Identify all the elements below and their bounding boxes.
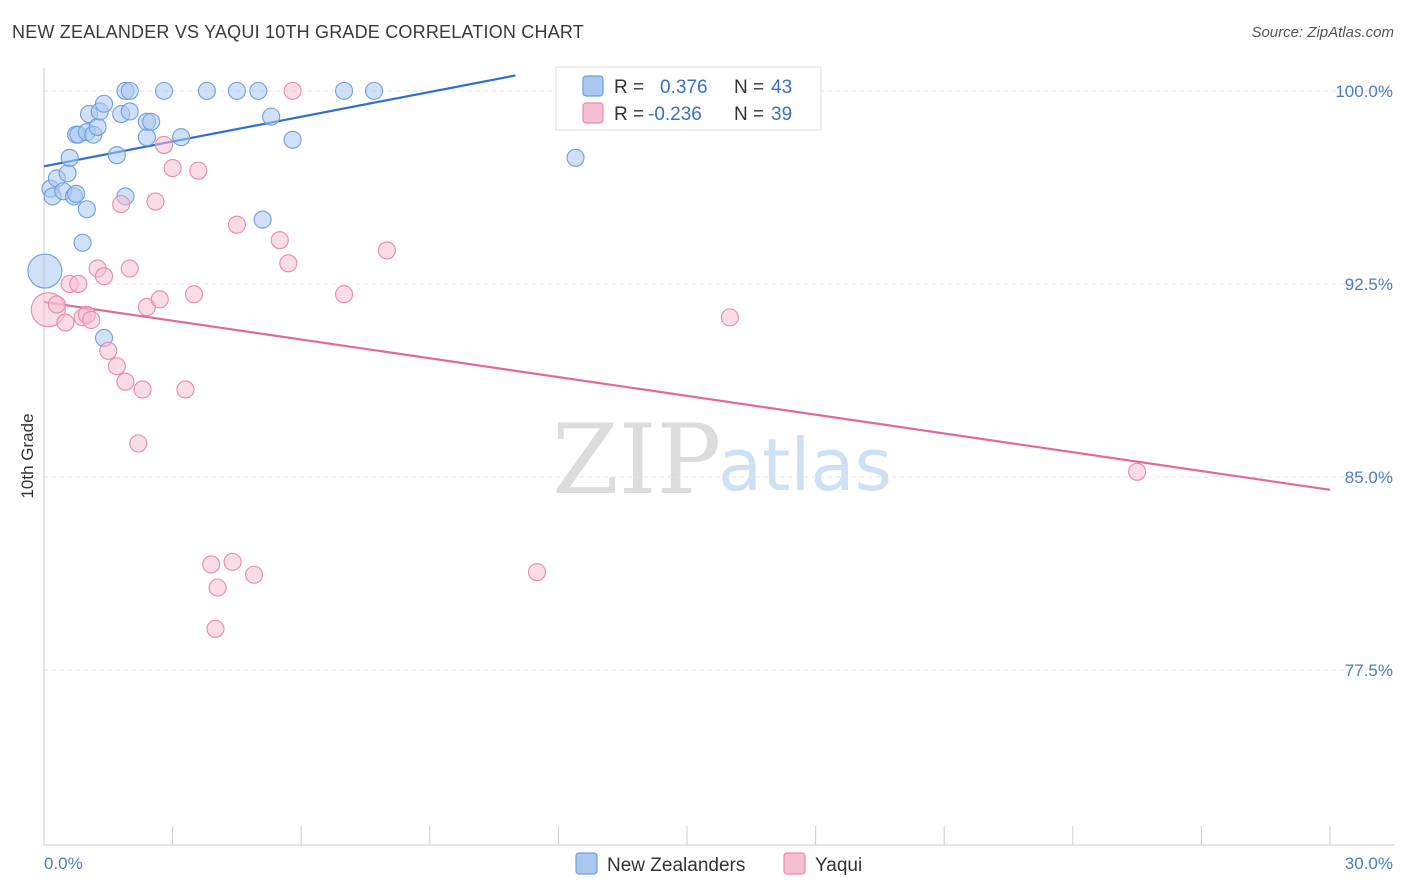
bottom-legend-yaqui[interactable]: Yaqui — [815, 855, 862, 876]
gridlines — [44, 90, 1395, 671]
point-yaqui — [133, 380, 152, 399]
point-yaqui — [120, 259, 139, 278]
point-yaqui — [82, 310, 101, 330]
point-new-zealanders — [120, 102, 139, 121]
point-new-zealanders — [249, 81, 268, 100]
y-tick-label: 85.0% — [1345, 468, 1393, 487]
point-new-zealanders — [262, 107, 281, 126]
point-yaqui — [1128, 462, 1147, 481]
point-yaqui — [176, 380, 195, 399]
bottom-swatch-new-zealanders[interactable] — [575, 852, 598, 875]
point-yaqui — [112, 195, 131, 214]
point-new-zealanders — [365, 81, 384, 100]
legend-n-label-2: N = — [734, 104, 764, 125]
point-new-zealanders — [60, 148, 79, 167]
legend-r-value-2: -0.236 — [648, 104, 702, 125]
point-new-zealanders — [154, 81, 174, 100]
x-tick-labels: 0.0% 30.0% — [44, 854, 1393, 873]
point-yaqui — [129, 434, 148, 453]
legend-r-label-1: R = — [614, 77, 644, 98]
point-yaqui — [56, 313, 75, 332]
legend-swatch-yaqui — [582, 102, 604, 124]
point-new-zealanders — [566, 148, 585, 167]
point-new-zealanders — [77, 200, 96, 219]
point-new-zealanders — [197, 81, 216, 100]
point-yaqui — [47, 295, 66, 314]
point-yaqui — [244, 565, 264, 584]
legend-r-value-1: 0.376 — [660, 77, 708, 98]
legend-r-label-2: R = — [614, 104, 644, 125]
point-new-zealanders — [172, 128, 191, 147]
point-yaqui — [154, 135, 174, 154]
y-tick-label: 77.5% — [1345, 661, 1393, 680]
x-tick-label: 30.0% — [1345, 854, 1393, 873]
y-tick-label: 100.0% — [1335, 82, 1393, 101]
legend-n-value-2: 39 — [771, 104, 792, 125]
legend-n-label-1: N = — [734, 77, 764, 98]
point-yaqui — [202, 555, 221, 574]
point-yaqui — [189, 161, 208, 180]
x-tick-label: 0.0% — [44, 854, 83, 873]
point-yaqui — [163, 159, 182, 178]
point-yaqui — [69, 274, 88, 293]
data-points — [27, 81, 1147, 638]
point-yaqui — [184, 285, 204, 304]
legend-n-value-1: 43 — [771, 77, 792, 98]
source-credit: Source: ZipAtlas.com — [1251, 24, 1394, 41]
point-new-zealanders — [73, 233, 92, 252]
point-yaqui — [107, 357, 126, 376]
watermark-atlas: atlas — [718, 423, 892, 507]
y-tick-labels: 100.0% 92.5% 85.0% 77.5% — [1335, 82, 1393, 680]
point-yaqui — [335, 285, 354, 304]
point-new-zealanders — [67, 184, 86, 203]
point-yaqui — [99, 341, 118, 360]
point-new-zealanders — [142, 112, 161, 131]
point-new-zealanders — [253, 210, 272, 229]
y-tick-label: 92.5% — [1345, 275, 1393, 294]
point-new-zealanders — [335, 81, 354, 100]
point-new-zealanders — [120, 81, 139, 100]
point-yaqui — [227, 215, 246, 234]
point-yaqui — [208, 578, 227, 597]
trend-line-yaqui — [43, 300, 1331, 491]
point-new-zealanders — [227, 81, 246, 100]
bottom-legend-new-zealanders[interactable]: New Zealanders — [607, 855, 745, 876]
y-axis-label: 10th Grade — [18, 413, 37, 498]
point-yaqui — [279, 254, 298, 273]
point-new-zealanders — [137, 128, 156, 147]
point-yaqui — [527, 563, 547, 582]
point-yaqui — [146, 192, 165, 211]
stats-legend: R = 0.376 N = 43 R = -0.236 N = 39 — [555, 66, 822, 131]
point-yaqui — [270, 231, 289, 250]
legend-swatch-new-zealanders — [582, 75, 604, 97]
bottom-swatch-yaqui[interactable] — [783, 852, 806, 875]
point-new-zealanders — [283, 130, 302, 149]
point-new-zealanders — [27, 253, 63, 289]
series-legend: New Zealanders Yaqui — [575, 852, 862, 876]
watermark-zip: ZIP — [552, 404, 721, 516]
point-yaqui — [223, 552, 242, 571]
point-yaqui — [206, 619, 225, 638]
point-new-zealanders — [94, 94, 114, 113]
point-new-zealanders — [107, 146, 126, 165]
point-yaqui — [720, 308, 739, 327]
point-new-zealanders — [58, 164, 77, 183]
point-yaqui — [150, 290, 169, 309]
point-yaqui — [116, 372, 135, 391]
point-yaqui — [283, 81, 302, 100]
point-new-zealanders — [88, 117, 107, 136]
chart-title: NEW ZEALANDER VS YAQUI 10TH GRADE CORREL… — [12, 22, 584, 42]
point-yaqui — [377, 241, 396, 260]
point-yaqui — [94, 267, 114, 286]
